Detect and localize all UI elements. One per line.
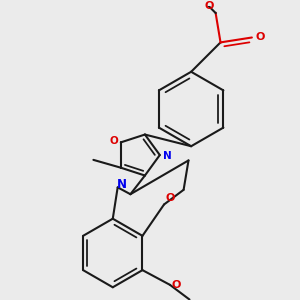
Text: O: O — [166, 193, 175, 202]
Text: N: N — [163, 151, 172, 161]
Text: N: N — [116, 178, 127, 191]
Text: O: O — [109, 136, 118, 146]
Text: O: O — [172, 280, 181, 290]
Text: O: O — [256, 32, 265, 43]
Text: O: O — [204, 1, 214, 11]
